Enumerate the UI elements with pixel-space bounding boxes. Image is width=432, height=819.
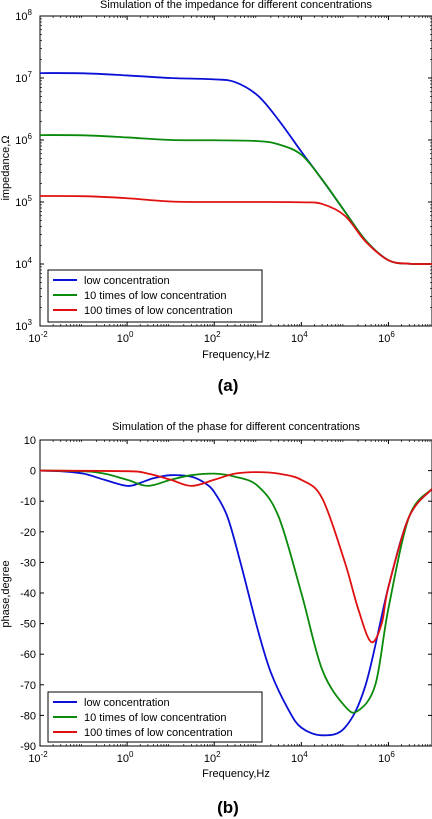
- legend-label: 100 times of low concentration: [84, 305, 233, 317]
- chart-b-plot-area: 10-2 100 102 104 106100-10-20-30-40-50-60-70…: [20, 435, 432, 765]
- impedance-chart: Simulation of the impedance for differen…: [0, 0, 432, 395]
- y-tick-label: -70: [20, 680, 36, 692]
- legend-label: low concentration: [84, 697, 170, 709]
- series-line-3: [39, 469, 432, 644]
- legend-label: 100 times of low concentration: [84, 727, 233, 739]
- chart-a-ylabel: impedance,Ω: [0, 135, 12, 200]
- series-line-1: [39, 469, 432, 737]
- legend-label: low concentration: [84, 275, 170, 287]
- legend: low concentration 10 times of low concent…: [47, 269, 263, 323]
- y-tick-label: -50: [20, 619, 36, 631]
- chart-a-title: Simulation of the impedance for differen…: [100, 0, 372, 11]
- series-line-3: [39, 195, 432, 265]
- chart-b-xlabel: Frequency,Hz: [202, 768, 270, 780]
- y-tick-label: -60: [20, 649, 36, 661]
- chart-b-panel-label: (b): [217, 798, 239, 817]
- y-tick-label: -20: [20, 527, 36, 539]
- legend-box: [47, 691, 263, 743]
- legend: low concentration 10 times of low concent…: [47, 691, 263, 743]
- chart-a-panel-label: (a): [218, 376, 239, 395]
- chart-b-title: Simulation of the phase for different co…: [112, 421, 361, 433]
- y-tick-label: -10: [20, 496, 36, 508]
- y-tick-label: 10: [24, 435, 36, 447]
- phase-chart: Simulation of the phase for different co…: [0, 421, 432, 817]
- legend-label: 10 times of low concentration: [84, 712, 226, 724]
- legend-box: [47, 269, 263, 323]
- chart-a-xlabel: Frequency,Hz: [202, 349, 270, 361]
- y-tick-label: 0: [30, 466, 36, 478]
- series-line-2: [39, 469, 432, 714]
- plot-frame: [39, 15, 432, 327]
- y-tick-label: -30: [20, 557, 36, 569]
- y-tick-label: -40: [20, 588, 36, 600]
- y-tick-label: -80: [20, 710, 36, 722]
- chart-b-ylabel: phase,degree: [0, 560, 12, 627]
- legend-label: 10 times of low concentration: [84, 290, 226, 302]
- y-tick-label: -90: [20, 741, 36, 753]
